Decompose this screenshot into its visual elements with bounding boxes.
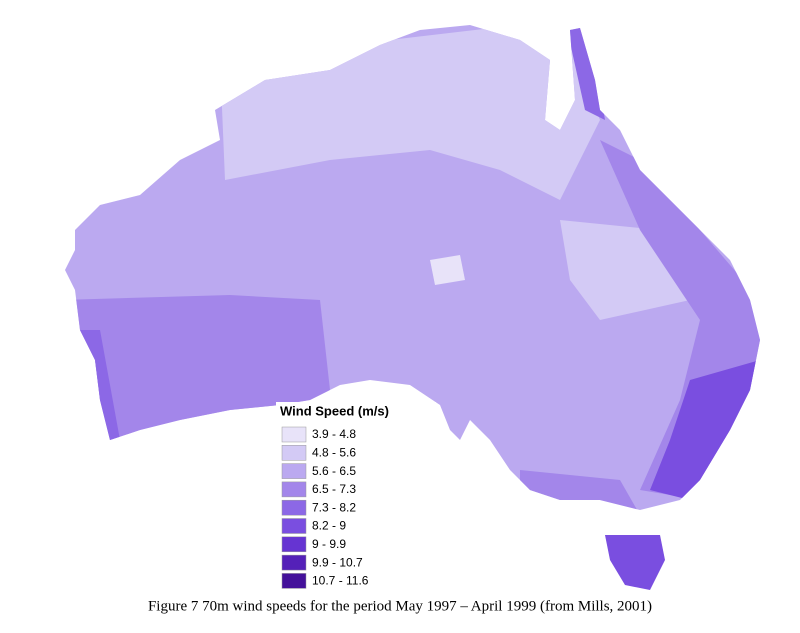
legend-label: 9 - 9.9 [312, 537, 346, 551]
legend-swatch [281, 536, 307, 553]
legend-label: 9.9 - 10.7 [312, 555, 363, 569]
legend-swatch [281, 481, 307, 498]
legend-swatch [281, 445, 307, 461]
legend-label: 5.6 - 6.5 [312, 464, 356, 478]
legend-label: 8.2 - 9 [312, 519, 346, 533]
zone-southeast [650, 360, 760, 500]
legend-label: 7.3 - 8.2 [312, 500, 356, 514]
legend: Wind Speed (m/s) 3.9 - 4.8 4.8 - 5.6 5.6 -… [280, 403, 389, 589]
zone-cape [565, 25, 605, 120]
legend-swatch [281, 463, 307, 479]
legend-label: 4.8 - 5.6 [312, 445, 356, 459]
legend-label: 3.9 - 4.8 [312, 427, 356, 441]
legend-swatch [281, 518, 307, 534]
zone-light-patch [430, 255, 465, 285]
legend-swatch [281, 554, 307, 571]
legend-label: 10.7 - 11.6 [312, 574, 369, 588]
legend-label: 6.5 - 7.3 [312, 482, 356, 496]
legend-swatch [281, 426, 307, 443]
legend-title: Wind Speed (m/s) [280, 403, 389, 418]
tasmania [605, 535, 665, 590]
legend-swatch [281, 499, 307, 516]
legend-swatch [281, 573, 307, 589]
caption: Figure 7 70m wind speeds for the period … [148, 598, 652, 614]
